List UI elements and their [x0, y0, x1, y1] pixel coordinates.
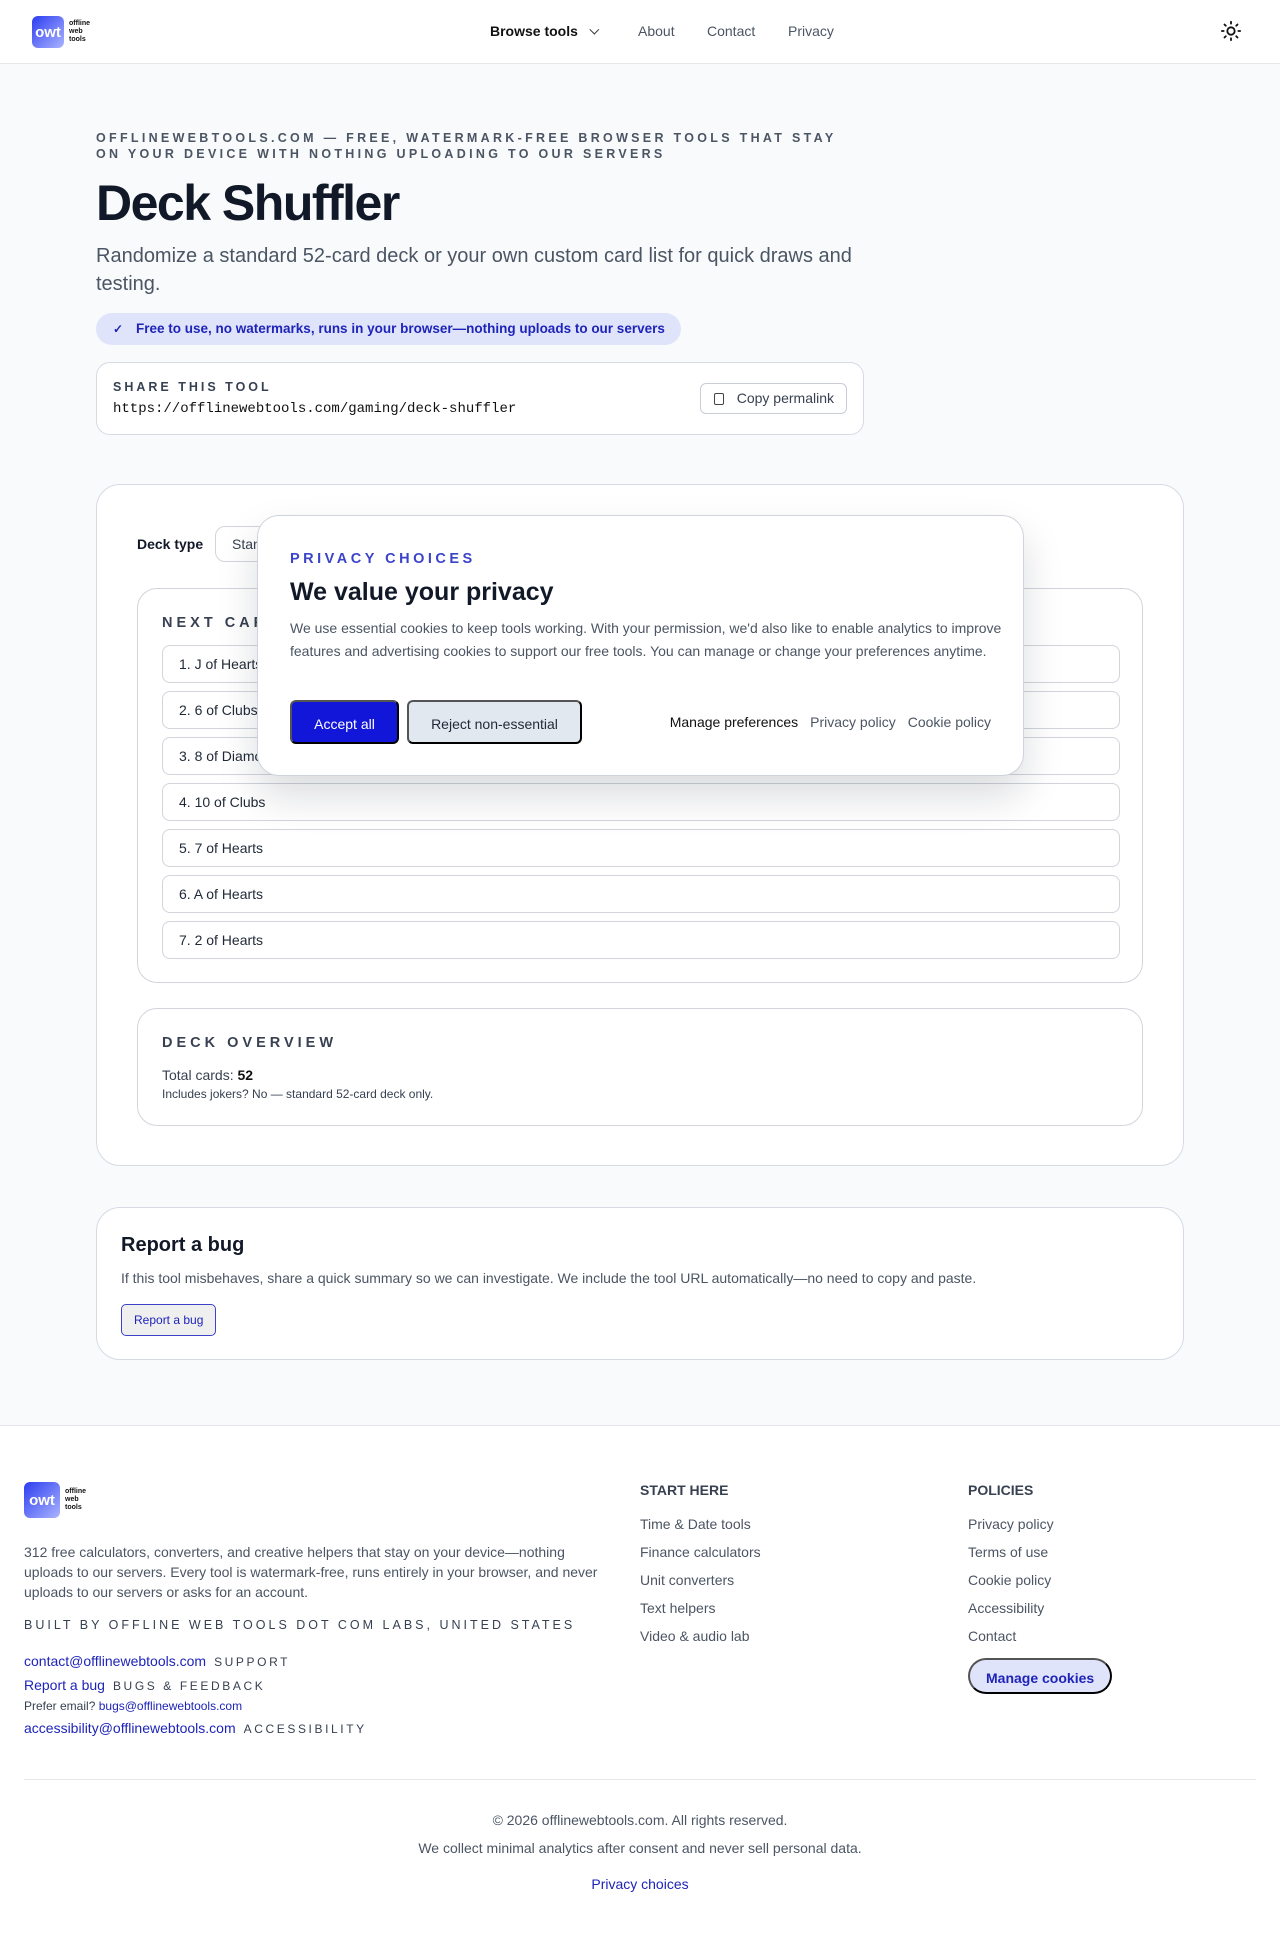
free-badge: ✓ Free to use, no watermarks, runs in you…: [96, 313, 681, 345]
modal-eyebrow: PRIVACY CHOICES: [290, 551, 476, 567]
footer-description: 312 free calculators, converters, and cr…: [24, 1544, 598, 1600]
deck-overview-title: DECK OVERVIEW: [162, 1035, 338, 1051]
page-subtitle: Randomize a standard 52-card deck or you…: [96, 245, 852, 295]
accept-all-button[interactable]: Accept all: [290, 700, 399, 744]
logo-mark: owt: [24, 1482, 60, 1518]
manage-preferences-link[interactable]: Manage preferences: [669, 714, 799, 730]
total-cards: Total cards: 52: [162, 1067, 253, 1083]
modal-title: We value your privacy: [290, 578, 554, 606]
report-bug-button[interactable]: Report a bug: [121, 1304, 217, 1336]
logo[interactable]: owt offline web tools: [32, 16, 90, 48]
column-title: POLICIES: [968, 1482, 1034, 1498]
logo-word: web: [69, 28, 83, 35]
privacy-modal: PRIVACY CHOICES We value your privacy We…: [257, 515, 1024, 776]
footer-link[interactable]: Time & Date tools: [640, 1516, 751, 1532]
footer-link[interactable]: Accessibility: [968, 1600, 1045, 1616]
logo-word: offline: [65, 1488, 86, 1495]
card-item: 7. 2 of Hearts: [162, 921, 1120, 959]
nav-label: Browse tools: [490, 23, 578, 39]
report-title: Report a bug: [121, 1234, 245, 1256]
bugs-tag: BUGS & FEEDBACK: [112, 1679, 266, 1693]
footer-link[interactable]: Privacy policy: [968, 1516, 1054, 1532]
footer-divider: [24, 1779, 1256, 1780]
report-body: If this tool misbehaves, share a quick s…: [121, 1270, 977, 1286]
nav-about[interactable]: About: [638, 23, 675, 39]
nav-contact[interactable]: Contact: [707, 23, 756, 39]
jokers-note: Includes jokers? No — standard 52-card d…: [162, 1087, 434, 1101]
logo-word: tools: [65, 1504, 82, 1511]
modal-body: We use essential cookies to keep tools w…: [290, 620, 1002, 659]
copy-icon: [713, 393, 724, 405]
sun-icon[interactable]: [1220, 20, 1242, 42]
card-item: 5. 7 of Hearts: [162, 829, 1120, 867]
logo-word: web: [65, 1496, 79, 1503]
footer-link[interactable]: Terms of use: [968, 1544, 1049, 1560]
accessibility-email-link[interactable]: accessibility@offlinewebtools.com: [24, 1720, 236, 1736]
logo-mark: owt: [32, 16, 64, 48]
deck-overview-panel: DECK OVERVIEW Total cards: 52 Includes j…: [137, 1008, 1143, 1126]
manage-cookies-button[interactable]: Manage cookies: [968, 1658, 1113, 1694]
share-url: https://offlinewebtools.com/gaming/deck-…: [113, 401, 517, 417]
logo-word: tools: [69, 36, 86, 43]
support-tag: SUPPORT: [214, 1655, 291, 1669]
share-box: SHARE THIS TOOL https://offlinewebtools.…: [96, 362, 864, 435]
column-title: START HERE: [640, 1482, 729, 1498]
footer-logo[interactable]: owt offline web tools: [24, 1482, 86, 1518]
page-title: Deck Shuffler: [96, 175, 400, 231]
reject-non-essential-button[interactable]: Reject non-essential: [407, 700, 582, 744]
deck-type-label: Deck type: [137, 536, 204, 552]
start-here-column: START HERE Time & Date tools Finance cal…: [640, 1482, 761, 1656]
nav-browse-tools[interactable]: Browse tools: [490, 23, 600, 39]
check-icon: ✓: [113, 322, 124, 336]
footer-link[interactable]: Contact: [968, 1628, 1017, 1644]
prefer-email-text: Prefer email?: [24, 1699, 96, 1713]
policies-column: POLICIES Privacy policy Terms of use Coo…: [968, 1482, 1054, 1656]
chevron-down-icon: [589, 24, 600, 35]
footer-built-by: BUILT BY OFFLINE WEB TOOLS DOT COM LABS,…: [24, 1618, 576, 1632]
contact-email-link[interactable]: contact@offlinewebtools.com: [24, 1653, 207, 1669]
copy-label: Copy permalink: [736, 390, 834, 406]
share-label: SHARE THIS TOOL: [113, 380, 272, 394]
hero-eyebrow: OFFLINEWEBTOOLS.COM — FREE, WATERMARK-FR…: [96, 131, 837, 161]
bugs-email-link[interactable]: bugs@offlinewebtools.com: [98, 1699, 243, 1713]
footer-link[interactable]: Finance calculators: [640, 1544, 761, 1560]
total-value: 52: [237, 1067, 254, 1083]
footer-link[interactable]: Cookie policy: [968, 1572, 1052, 1588]
card-item: 6. A of Hearts: [162, 875, 1120, 913]
footer-link[interactable]: Unit converters: [640, 1572, 735, 1588]
site-footer: owt offline web tools 312 free calculators…: [0, 1425, 1280, 1948]
footer-link[interactable]: Video & audio lab: [640, 1628, 750, 1644]
total-label: Total cards:: [162, 1067, 234, 1083]
cookie-policy-link[interactable]: Cookie policy: [907, 714, 991, 730]
nav-privacy[interactable]: Privacy: [788, 23, 834, 39]
logo-word: offline: [69, 20, 90, 27]
footer-link[interactable]: Text helpers: [640, 1600, 716, 1616]
report-bug-card: Report a bug If this tool misbehaves, sh…: [96, 1207, 1184, 1360]
badge-text: Free to use, no watermarks, runs in your…: [136, 321, 665, 336]
analytics-note: We collect minimal analytics after conse…: [418, 1840, 862, 1856]
site-header: owt offline web tools Browse tools About C…: [0, 0, 1280, 64]
privacy-policy-link[interactable]: Privacy policy: [810, 714, 896, 730]
card-item: 4. 10 of Clubs: [162, 783, 1120, 821]
copy-permalink-button[interactable]: Copy permalink: [699, 383, 847, 414]
report-bug-link[interactable]: Report a bug: [24, 1677, 105, 1693]
accessibility-tag: ACCESSIBILITY: [243, 1722, 367, 1736]
copyright: © 2026 offlinewebtools.com. All rights r…: [492, 1812, 788, 1828]
privacy-choices-link[interactable]: Privacy choices: [591, 1876, 689, 1892]
